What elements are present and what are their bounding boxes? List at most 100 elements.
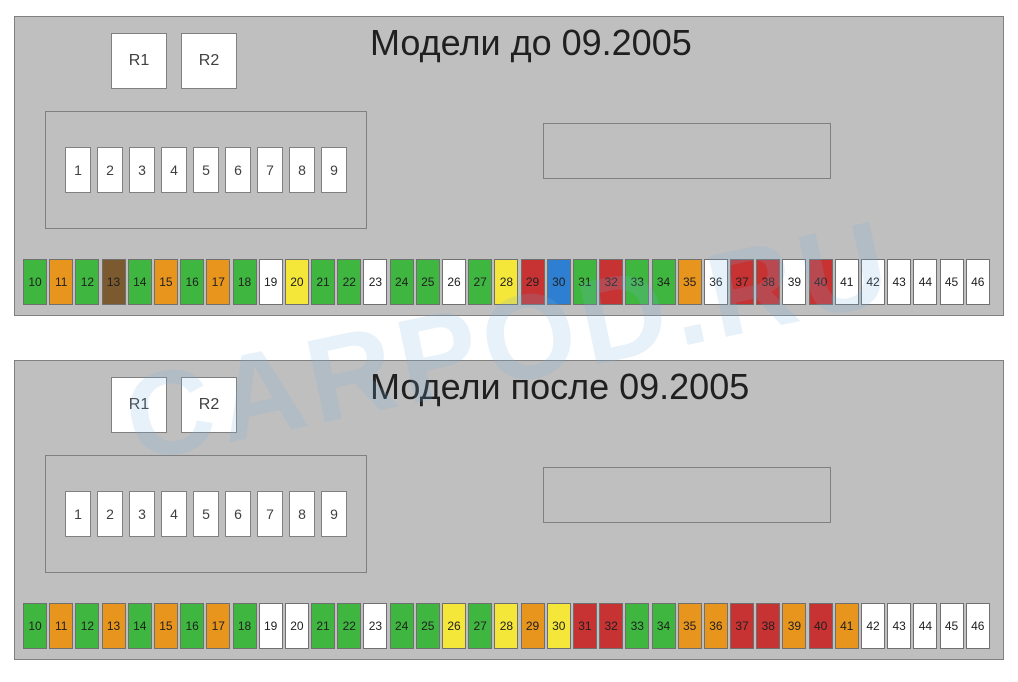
- fuse-40: 40: [809, 603, 833, 649]
- fuse-15: 15: [154, 259, 178, 305]
- fuse-31: 31: [573, 603, 597, 649]
- fuse-31: 31: [573, 259, 597, 305]
- fuse-28: 28: [494, 259, 518, 305]
- small-fuse-box-bottom: 123456789: [45, 455, 367, 573]
- fuse-40: 40: [809, 259, 833, 305]
- fuse-25: 25: [416, 603, 440, 649]
- mini-fuse: 3: [129, 147, 155, 193]
- fuse-13: 13: [102, 259, 126, 305]
- fuse-36: 36: [704, 603, 728, 649]
- fuse-41: 41: [835, 259, 859, 305]
- fuse-10: 10: [23, 603, 47, 649]
- fuse-19: 19: [259, 603, 283, 649]
- fuse-11: 11: [49, 259, 73, 305]
- fuse-18: 18: [233, 259, 257, 305]
- fuse-45: 45: [940, 259, 964, 305]
- fuse-23: 23: [363, 603, 387, 649]
- fuse-29: 29: [521, 603, 545, 649]
- fuse-26: 26: [442, 259, 466, 305]
- fuse-33: 33: [625, 259, 649, 305]
- fuse-20: 20: [285, 259, 309, 305]
- fuse-17: 17: [206, 603, 230, 649]
- title-bottom: Модели после 09.2005: [370, 366, 749, 408]
- relays-top: R1 R2: [111, 33, 237, 89]
- fuse-19: 19: [259, 259, 283, 305]
- fuse-44: 44: [913, 603, 937, 649]
- fuse-41: 41: [835, 603, 859, 649]
- mini-fuse: 1: [65, 147, 91, 193]
- fuse-row-top: 1011121314151617181920212223242526272829…: [23, 259, 990, 305]
- mini-fuse: 7: [257, 147, 283, 193]
- fuse-39: 39: [782, 259, 806, 305]
- fuse-37: 37: [730, 259, 754, 305]
- fuse-32: 32: [599, 603, 623, 649]
- fuse-11: 11: [49, 603, 73, 649]
- fuse-43: 43: [887, 259, 911, 305]
- fuse-44: 44: [913, 259, 937, 305]
- mini-fuse: 5: [193, 147, 219, 193]
- fuse-27: 27: [468, 259, 492, 305]
- fuse-10: 10: [23, 259, 47, 305]
- fuse-22: 22: [337, 603, 361, 649]
- fuse-21: 21: [311, 259, 335, 305]
- fuse-29: 29: [521, 259, 545, 305]
- fuse-35: 35: [678, 259, 702, 305]
- fuse-38: 38: [756, 603, 780, 649]
- mini-fuse: 3: [129, 491, 155, 537]
- fuse-34: 34: [652, 603, 676, 649]
- fuse-16: 16: [180, 259, 204, 305]
- fuse-36: 36: [704, 259, 728, 305]
- fuse-37: 37: [730, 603, 754, 649]
- fuse-46: 46: [966, 259, 990, 305]
- fuse-43: 43: [887, 603, 911, 649]
- fuse-28: 28: [494, 603, 518, 649]
- fuse-16: 16: [180, 603, 204, 649]
- fuse-13: 13: [102, 603, 126, 649]
- mini-fuse: 9: [321, 147, 347, 193]
- fuse-23: 23: [363, 259, 387, 305]
- relay-r2-b: R2: [181, 377, 237, 433]
- fuse-21: 21: [311, 603, 335, 649]
- mini-fuse: 8: [289, 491, 315, 537]
- fuse-45: 45: [940, 603, 964, 649]
- fuse-30: 30: [547, 603, 571, 649]
- fuse-row-bottom: 1011121314151617181920212223242526272829…: [23, 603, 990, 649]
- empty-box-top: [543, 123, 831, 179]
- fuse-24: 24: [390, 259, 414, 305]
- small-fuse-box-top: 123456789: [45, 111, 367, 229]
- fuse-30: 30: [547, 259, 571, 305]
- empty-box-bottom: [543, 467, 831, 523]
- mini-fuse: 6: [225, 147, 251, 193]
- relay-r1: R1: [111, 33, 167, 89]
- fuse-33: 33: [625, 603, 649, 649]
- mini-fuse: 2: [97, 491, 123, 537]
- fuse-32: 32: [599, 259, 623, 305]
- fuse-17: 17: [206, 259, 230, 305]
- mini-fuse: 8: [289, 147, 315, 193]
- fuse-39: 39: [782, 603, 806, 649]
- relay-r1-b: R1: [111, 377, 167, 433]
- fuse-25: 25: [416, 259, 440, 305]
- mini-fuse: 4: [161, 491, 187, 537]
- fuse-15: 15: [154, 603, 178, 649]
- fuse-24: 24: [390, 603, 414, 649]
- fuse-22: 22: [337, 259, 361, 305]
- mini-fuse: 6: [225, 491, 251, 537]
- fuse-14: 14: [128, 259, 152, 305]
- relays-bottom: R1 R2: [111, 377, 237, 433]
- mini-fuse: 1: [65, 491, 91, 537]
- fuse-42: 42: [861, 603, 885, 649]
- fuse-38: 38: [756, 259, 780, 305]
- fuse-46: 46: [966, 603, 990, 649]
- mini-fuse: 4: [161, 147, 187, 193]
- fuse-34: 34: [652, 259, 676, 305]
- title-top: Модели до 09.2005: [370, 22, 692, 64]
- fuse-12: 12: [75, 603, 99, 649]
- mini-fuse: 5: [193, 491, 219, 537]
- fuse-42: 42: [861, 259, 885, 305]
- fuse-20: 20: [285, 603, 309, 649]
- relay-r2: R2: [181, 33, 237, 89]
- fuse-35: 35: [678, 603, 702, 649]
- mini-fuse: 7: [257, 491, 283, 537]
- fuse-27: 27: [468, 603, 492, 649]
